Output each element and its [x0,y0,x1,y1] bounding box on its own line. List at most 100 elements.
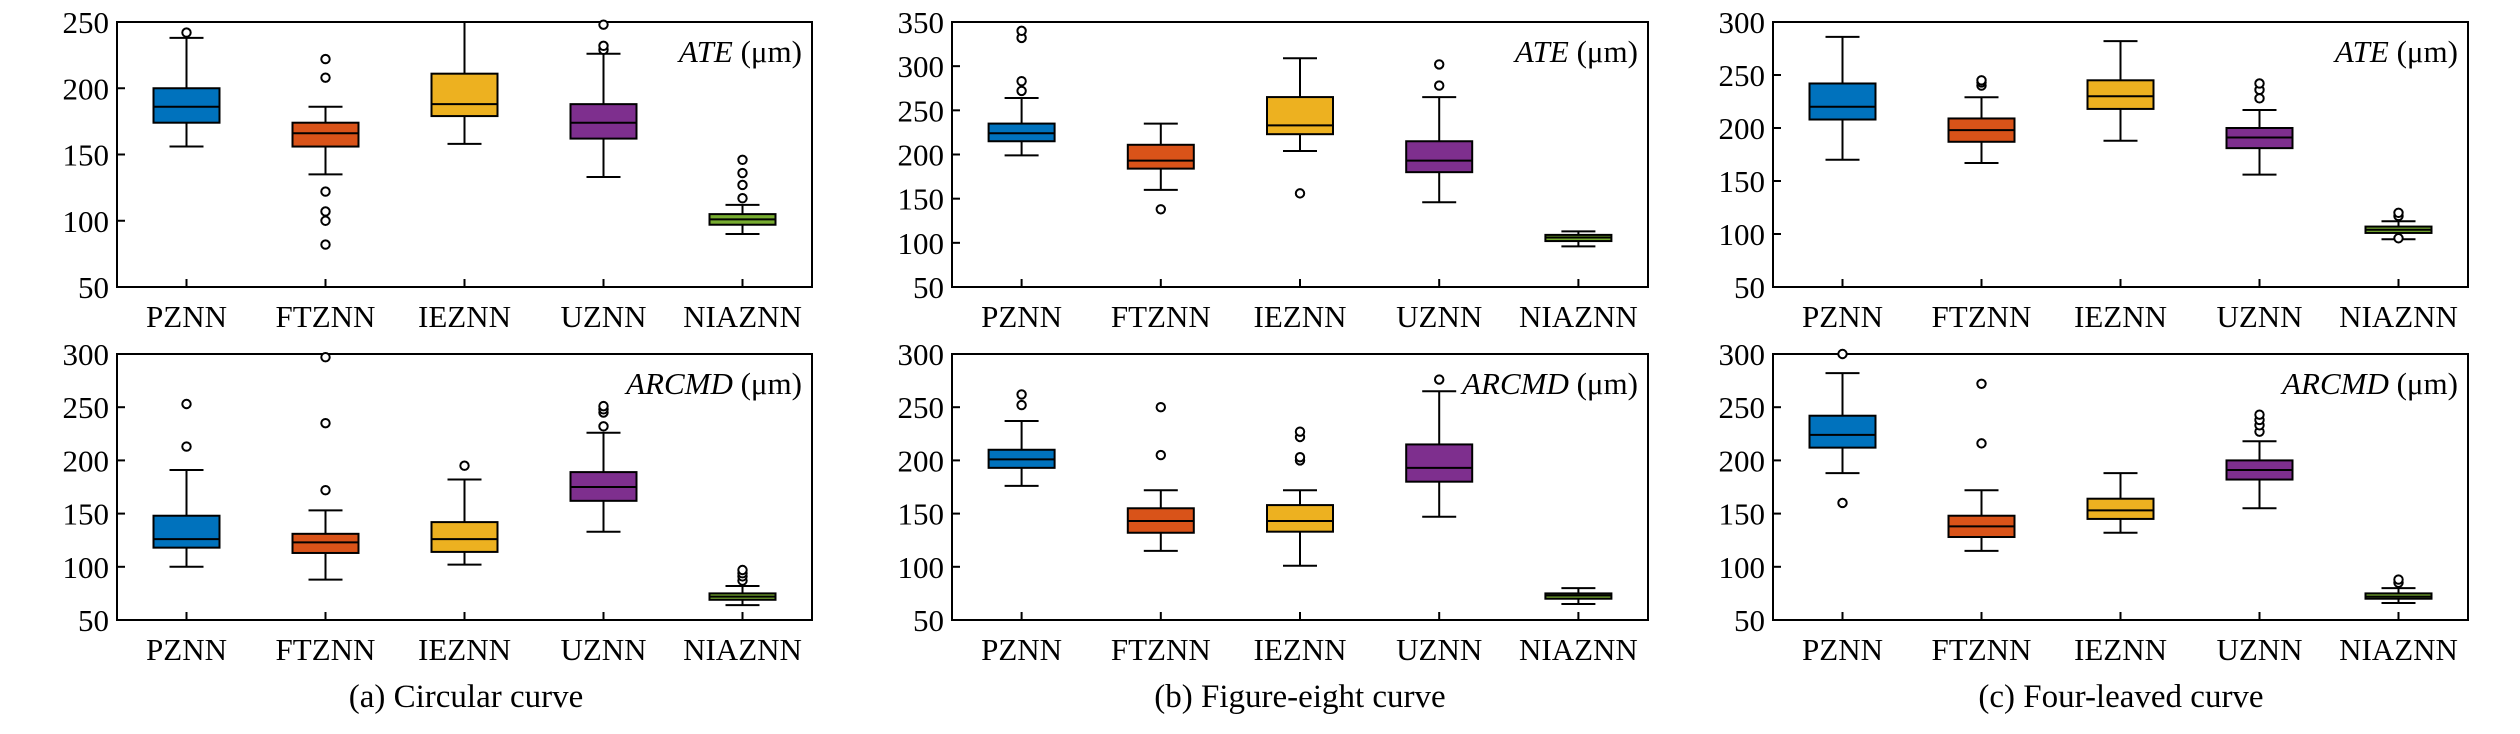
outlier-point [737,167,748,179]
y-tick-label: 100 [898,550,945,585]
box-body [1266,96,1334,136]
box-body [1808,414,1877,449]
x-tick-label-uznn: UZNN [560,299,646,334]
y-tick-label: 300 [1719,5,1766,40]
metric-unit: (μm) [2389,34,2458,69]
x-tick-label-ftznn: FTZNN [276,299,376,334]
x-tick-label-niaznn: NIAZNN [683,632,802,667]
x-tick-label-pznn: PZNN [981,299,1062,334]
outlier-point [737,154,748,166]
box-ieznn [2086,472,2155,534]
box-ieznn [430,21,499,145]
x-tick-label-ieznn: IEZNN [418,632,511,667]
outlier-point [2254,78,2265,89]
x-tick-label-ieznn: IEZNN [418,299,511,334]
outlier-point [1976,378,1987,389]
box-niaznn [2364,574,2433,604]
box-niaznn [708,154,777,235]
outlier-point [320,215,331,226]
y-tick-label: 100 [63,204,110,239]
box-body [152,514,221,549]
y-tick-label: 200 [898,443,945,478]
outlier-point [181,441,192,452]
box-ieznn [2086,40,2155,142]
outlier-point [459,460,470,471]
panel-4: 50 100 150 200 250 300 PZNN FTZNN IEZNN UZNN NIAZN… [63,337,813,667]
metric-unit: (μm) [1569,34,1638,69]
metric-unit: (μm) [733,366,802,401]
x-tick-label-ftznn: FTZNN [1111,632,1211,667]
x-tick-label-ftznn: FTZNN [1932,632,2032,667]
y-tick-label: 250 [63,5,110,40]
panel-caption: (b) Figure-eight curve [1154,679,1445,715]
x-tick-label-uznn: UZNN [1396,299,1482,334]
y-tick-label: 50 [913,270,944,305]
box-uznn [1405,59,1474,204]
box-niaznn [708,564,777,607]
metric-unit: (μm) [1569,366,1638,401]
box-uznn [2225,78,2294,176]
y-tick-label: 250 [63,390,110,425]
box-niaznn [1544,230,1613,248]
outlier-point [1434,59,1445,70]
outlier-point [320,351,331,363]
outlier-point [320,239,331,250]
y-tick-label: 300 [898,337,945,372]
y-tick-label: 200 [898,138,945,173]
y-tick-label: 300 [1719,337,1766,372]
y-tick-label: 150 [898,182,945,217]
box-body [291,532,360,554]
metric-label: ARCMD (μm) [1460,366,1638,401]
y-tick-label: 250 [898,390,945,425]
panel-caption: (c) Four-leaved curve [1978,679,2263,715]
y-tick-label: 100 [63,550,110,585]
outlier-point [1434,80,1445,91]
x-tick-label-uznn: UZNN [2216,632,2302,667]
outlier-point [320,186,331,197]
x-tick-label-uznn: UZNN [1396,632,1482,667]
outlier-point [598,19,609,30]
box-uznn [2225,409,2294,510]
outlier-point [2254,93,2265,104]
outlier-point [1016,399,1027,411]
outlier-point [1016,75,1027,87]
box-pznn [987,389,1056,487]
x-tick-label-niaznn: NIAZNN [683,299,802,334]
box-uznn [1405,374,1474,518]
metric-unit: (μm) [2389,366,2458,401]
y-tick-label: 50 [78,603,109,638]
box-uznn [569,19,638,179]
y-tick-label: 200 [63,443,110,478]
metric-label: ARCMD (μm) [2280,366,2458,401]
outlier-point [1294,452,1306,463]
x-tick-label-pznn: PZNN [981,632,1062,667]
outlier-point [2254,409,2265,420]
x-tick-label-ftznn: FTZNN [276,632,376,667]
y-tick-label: 250 [898,93,945,128]
box-ftznn [291,351,360,581]
y-tick-label: 150 [63,497,110,532]
y-tick-label: 350 [898,5,945,40]
outlier-point [598,421,609,432]
x-tick-label-niaznn: NIAZNN [2339,299,2458,334]
panel-2: 50 100 150 200 250 300 350 PZNN FTZNN IEZNN UZNN NI… [898,5,1649,715]
x-tick-label-ieznn: IEZNN [2074,632,2167,667]
x-tick-label-pznn: PZNN [146,299,227,334]
y-tick-label: 150 [63,138,110,173]
box-body [430,521,499,553]
box-niaznn [1544,587,1613,606]
outlier-point [320,53,331,65]
box-body [2086,497,2155,520]
box-body [569,103,638,140]
box-ieznn [1266,57,1334,199]
x-tick-label-ieznn: IEZNN [2074,299,2167,334]
box-uznn [569,400,638,533]
x-tick-label-pznn: PZNN [1802,632,1883,667]
outlier-point [737,193,748,204]
box-body [1808,82,1877,121]
y-tick-label: 150 [1719,164,1766,199]
metric-name: ARCMD [1460,366,1569,401]
box-pznn [987,25,1056,157]
y-tick-label: 250 [1719,390,1766,425]
